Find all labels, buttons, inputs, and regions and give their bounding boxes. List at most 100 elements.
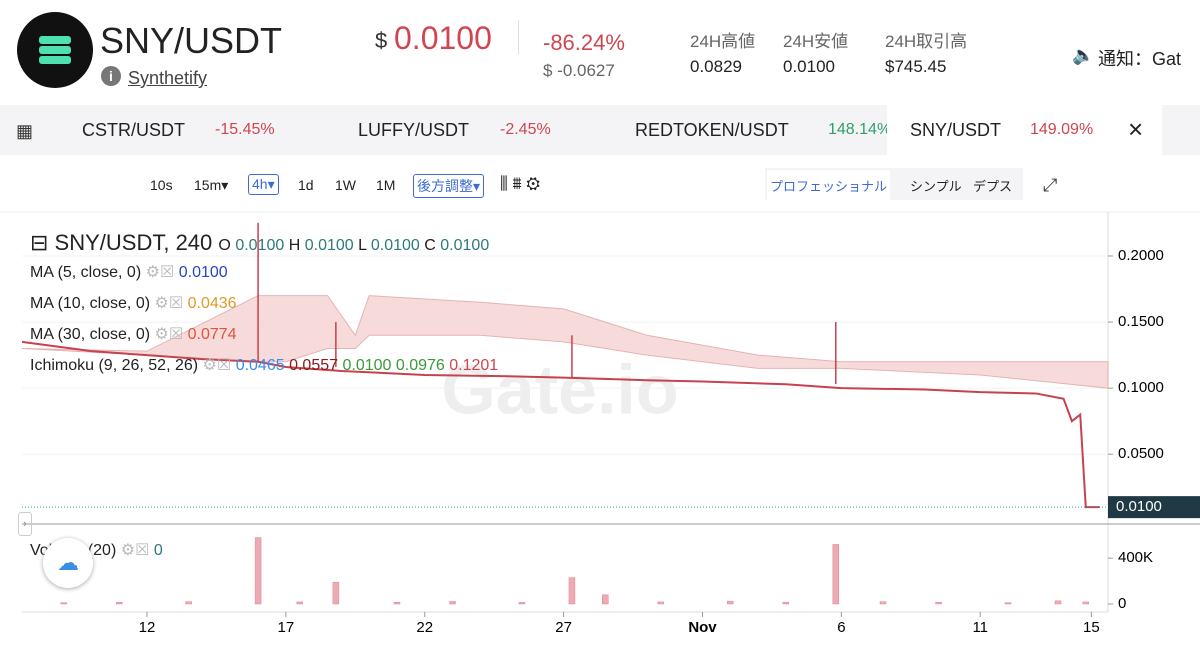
interval-label: 15m xyxy=(194,177,222,193)
x-tick-label: 6 xyxy=(837,619,845,636)
legend-title-text: SNY/USDT, 240 xyxy=(54,230,213,255)
tab-change: -15.45% xyxy=(215,121,275,138)
volume-bar xyxy=(657,601,665,605)
indicator-value: 0.0774 xyxy=(187,326,237,343)
volume-bar xyxy=(254,537,262,605)
floating-button[interactable]: ☁ xyxy=(43,538,93,588)
fullscreen[interactable]: ⤢ xyxy=(1043,175,1058,195)
indicator-value: 0.0436 xyxy=(187,295,237,312)
notice[interactable]: 通知：Gat xyxy=(1098,49,1182,69)
ohlc-value: 0.0100 xyxy=(235,237,285,254)
stat-label: 24H高値 xyxy=(690,32,756,51)
indicator-value: 0.0100 xyxy=(342,357,392,374)
interval[interactable]: 1d xyxy=(298,177,314,193)
close-tab[interactable]: × xyxy=(1128,114,1144,144)
view[interactable]: デプス xyxy=(973,179,1013,194)
volume-bar xyxy=(879,601,887,605)
stat-label: 24H取引高 xyxy=(885,32,968,51)
y-tick-label: 0.1500 xyxy=(1118,313,1164,330)
stat-label: 24H安値 xyxy=(783,32,849,51)
x-tick-label: 12 xyxy=(139,619,156,636)
volume-bar xyxy=(602,594,609,605)
ohlc-key: H xyxy=(288,237,301,254)
price-symbol: $ xyxy=(375,28,388,53)
indicator-name: Ichimoku (9, 26, 52, 26) xyxy=(30,357,199,374)
volume-bar xyxy=(1054,600,1062,605)
x-tick-label: 27 xyxy=(555,619,572,636)
tab-pair[interactable]: CSTR/USDT xyxy=(82,120,185,140)
view[interactable]: プロフェッショナル xyxy=(767,170,891,201)
indicator: Ichimoku (9, 26, 52, 26) ⚙☒ 0.0465 0.055… xyxy=(30,357,499,374)
adjust-label: 後方調整 xyxy=(417,178,473,194)
tab-change: -2.45% xyxy=(500,121,551,138)
indicator-name: MA (30, close, 0) xyxy=(30,326,151,343)
y-tick-label: 0 xyxy=(1118,595,1126,612)
interval[interactable]: 1M xyxy=(376,177,396,193)
y-tick-label: 400K xyxy=(1118,549,1153,566)
x-tick-label: 11 xyxy=(972,619,988,636)
ohlc-value: 0.0100 xyxy=(370,237,420,254)
x-tick-label: 15 xyxy=(1083,619,1100,636)
indicator-name: MA (5, close, 0) xyxy=(30,264,142,281)
side-toggle[interactable]: › xyxy=(18,512,32,536)
stat-value: 0.0829 xyxy=(690,57,742,76)
change-pct: -86.24% xyxy=(543,30,625,55)
last-price-box xyxy=(1108,496,1200,519)
y-tick-label: 0.2000 xyxy=(1118,247,1164,264)
indicator-name: MA (10, close, 0) xyxy=(30,295,151,312)
y-tick-label: 0.1000 xyxy=(1118,379,1164,396)
stat-value: 0.0100 xyxy=(783,57,835,76)
volume-bar xyxy=(832,544,840,605)
last-price-label: 0.0100 xyxy=(1116,498,1162,515)
tool-icons[interactable]: ⫼ ⩩ ⚙ xyxy=(500,174,541,193)
watermark: Gate.io xyxy=(441,350,678,428)
indicator-value: 0.0100 xyxy=(178,264,228,281)
indicator-value: 0.1201 xyxy=(449,357,499,374)
volume-bar xyxy=(332,581,340,605)
ohlc-value: 0.0100 xyxy=(440,237,490,254)
volume-bar xyxy=(518,602,526,605)
volume-value: 0 xyxy=(153,542,163,559)
volume-bar xyxy=(115,602,123,605)
project-link[interactable]: Synthetify xyxy=(128,68,208,88)
tab-pair[interactable]: REDTOKEN/USDT xyxy=(635,120,789,140)
volume-bar xyxy=(393,602,401,605)
indicator-value: 0.0557 xyxy=(289,357,339,374)
price-line xyxy=(21,340,1100,509)
logo xyxy=(17,12,93,88)
y-tick-label: 0.0500 xyxy=(1118,445,1164,462)
x-tick-label: 22 xyxy=(416,619,433,636)
ohlc-value: 0.0100 xyxy=(304,237,354,254)
volume-bar xyxy=(449,601,456,605)
ohlc-key: L xyxy=(358,237,367,254)
grid-icon[interactable]: ▦ xyxy=(16,121,34,141)
volume-bar xyxy=(782,601,790,605)
indicator: MA (30, close, 0) ⚙☒ 0.0774 xyxy=(30,326,237,343)
legend: ⊟ SNY/USDT, 240 O 0.0100 H 0.0100 L 0.01… xyxy=(30,230,498,375)
interval[interactable]: 15m▾ xyxy=(194,177,229,193)
ohlc-key: C xyxy=(424,237,436,254)
x-tick-label: Nov xyxy=(688,619,717,636)
interval[interactable]: 4h▾ xyxy=(248,174,279,195)
interval[interactable]: 1W xyxy=(335,177,356,193)
volume-bar xyxy=(727,600,734,605)
interval-label: 4h xyxy=(252,176,268,192)
view[interactable]: シンプル xyxy=(910,179,962,194)
volume-bar xyxy=(1082,601,1090,605)
adjust[interactable]: 後方調整▾ xyxy=(413,174,485,198)
volume-bar xyxy=(1004,602,1012,605)
tab-change: 148.14% xyxy=(828,121,892,138)
ohlc-key: O xyxy=(218,237,231,254)
volume-bar xyxy=(568,577,576,605)
notice-icon: 🔈 xyxy=(1072,45,1095,65)
interval[interactable]: 10s xyxy=(150,177,173,193)
tab-pair[interactable]: SNY/USDT xyxy=(910,120,1002,140)
tab-change: 149.09% xyxy=(1030,121,1094,138)
volume-bar xyxy=(296,601,303,605)
active-tab[interactable] xyxy=(887,105,1162,155)
volume-bar xyxy=(935,602,942,605)
tab-pair[interactable]: LUFFY/USDT xyxy=(358,120,470,140)
info-icon: i xyxy=(101,66,121,86)
